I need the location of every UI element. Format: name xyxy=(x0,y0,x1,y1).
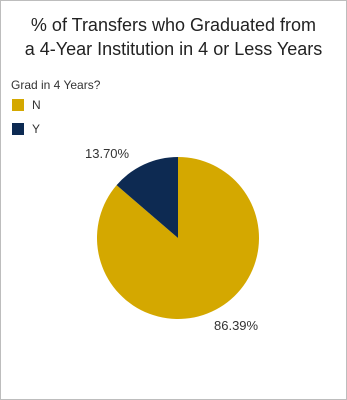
legend-label-n: N xyxy=(32,98,41,112)
legend-swatch-n xyxy=(12,99,24,111)
legend-swatch-y xyxy=(12,123,24,135)
chart-title: % of Transfers who Graduated from a 4-Ye… xyxy=(1,13,346,61)
pie-slices xyxy=(96,157,259,319)
pie-label-n: 86.39% xyxy=(214,318,259,333)
legend-item-y[interactable]: Y xyxy=(12,122,40,136)
chart-title-line-1: % of Transfers who Graduated from xyxy=(30,15,317,35)
pie-labels: 86.39% 13.70% xyxy=(85,146,259,333)
chart-title-line-2: a 4-Year Institution in 4 or Less Years xyxy=(24,39,323,59)
pie-label-y: 13.70% xyxy=(85,146,130,161)
pie-slice-y[interactable] xyxy=(116,157,178,238)
legend-title: Grad in 4 Years? xyxy=(11,78,101,92)
legend-item-n[interactable]: N xyxy=(12,98,41,112)
legend-label-y: Y xyxy=(32,122,41,136)
